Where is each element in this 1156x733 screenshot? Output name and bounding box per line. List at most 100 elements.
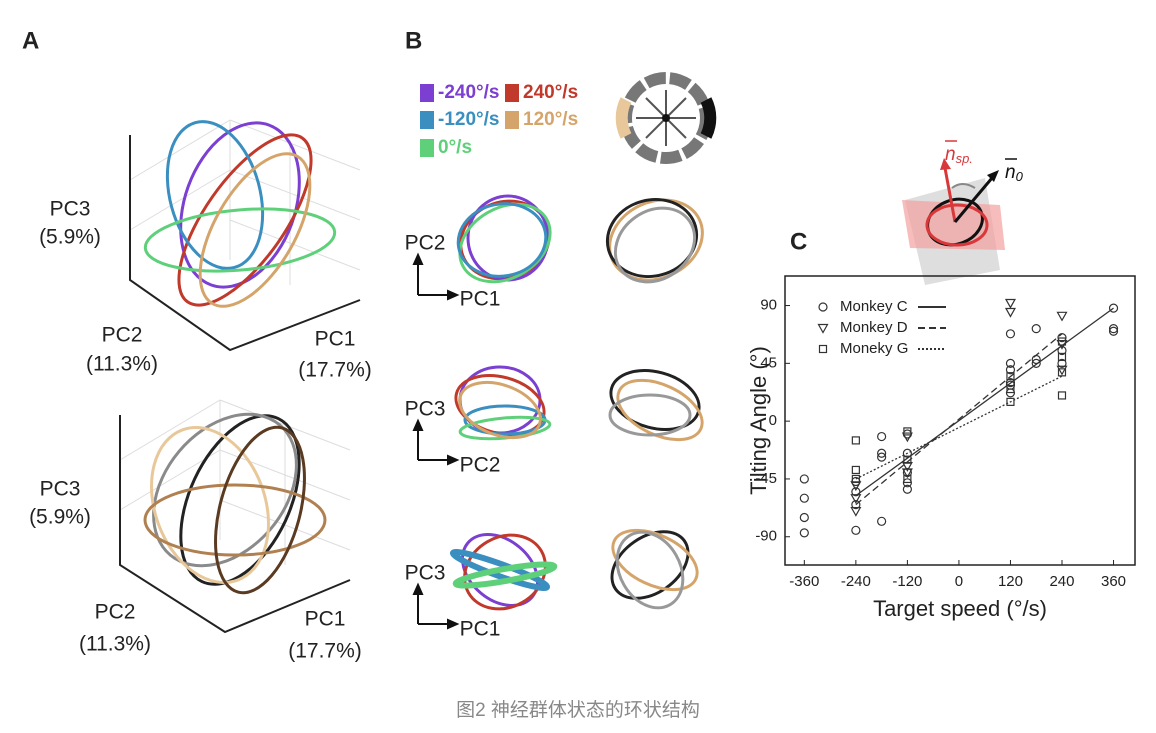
axis-label: (17.7%) bbox=[288, 640, 362, 663]
legend-swatch bbox=[420, 139, 434, 157]
x-tick-label: -240 bbox=[841, 573, 871, 590]
point bbox=[902, 484, 912, 494]
x-tick-label: 240 bbox=[1049, 573, 1074, 590]
axis-label: PC3 bbox=[405, 562, 446, 585]
x-tick-label: -120 bbox=[892, 573, 922, 590]
point bbox=[1108, 303, 1119, 313]
point bbox=[851, 500, 861, 510]
point bbox=[903, 455, 912, 464]
tilt-diagram bbox=[902, 158, 1005, 285]
point bbox=[877, 431, 887, 442]
legend-label: -240°/s bbox=[438, 82, 499, 103]
y-tick-label: -90 bbox=[755, 528, 777, 545]
legend-label: 240°/s bbox=[523, 82, 578, 103]
point bbox=[1031, 358, 1041, 368]
legend-label: 120°/s bbox=[523, 109, 578, 130]
point bbox=[1005, 365, 1016, 375]
point bbox=[851, 436, 860, 445]
point bbox=[877, 452, 887, 462]
point bbox=[850, 494, 862, 504]
point bbox=[818, 344, 828, 354]
x-tick-label: 120 bbox=[998, 573, 1023, 590]
fit-line bbox=[855, 333, 1063, 506]
axis-label: (11.3%) bbox=[86, 353, 158, 376]
pca-3d-bottom bbox=[119, 399, 351, 634]
axis-label: PC3 bbox=[50, 198, 91, 221]
point bbox=[1057, 352, 1067, 362]
point bbox=[1057, 345, 1067, 356]
ring-projections bbox=[449, 194, 704, 611]
vector-base: n bbox=[1005, 162, 1016, 183]
point bbox=[799, 528, 809, 538]
legend-swatch bbox=[505, 84, 519, 102]
axis-label: (5.9%) bbox=[29, 506, 91, 529]
panel-label: A bbox=[22, 27, 39, 54]
axis-label: PC3 bbox=[40, 478, 81, 501]
point bbox=[903, 474, 912, 484]
axis-label: PC1 bbox=[460, 288, 501, 311]
point bbox=[799, 493, 809, 503]
point bbox=[1004, 307, 1016, 318]
legend-label: Moneky G bbox=[840, 340, 908, 357]
panel-label: B bbox=[405, 27, 422, 54]
point bbox=[1006, 372, 1015, 381]
axis-label: PC2 bbox=[95, 601, 136, 624]
axis-label: PC3 bbox=[405, 398, 446, 421]
axis-label: PC2 bbox=[405, 232, 446, 255]
point bbox=[1006, 397, 1015, 406]
pc-axes-icons bbox=[412, 252, 460, 630]
legend-swatch bbox=[505, 111, 519, 129]
pca-3d-top bbox=[129, 119, 361, 352]
legend-swatch bbox=[420, 111, 434, 129]
point bbox=[903, 427, 912, 436]
point bbox=[851, 465, 860, 475]
axis-label: PC1 bbox=[305, 608, 346, 631]
panel-label: C bbox=[790, 228, 807, 255]
point bbox=[1004, 298, 1016, 309]
point bbox=[1108, 324, 1119, 334]
x-tick-label: -360 bbox=[789, 573, 819, 590]
point bbox=[1056, 365, 1068, 376]
point bbox=[850, 506, 862, 517]
vector-base: n bbox=[945, 144, 956, 165]
vector-sub: 0 bbox=[1016, 169, 1024, 184]
point bbox=[1005, 329, 1016, 339]
axis-label: (11.3%) bbox=[79, 633, 151, 656]
axis-label: PC2 bbox=[102, 324, 143, 347]
point bbox=[901, 468, 913, 479]
point bbox=[851, 525, 861, 535]
point bbox=[1057, 337, 1067, 346]
legend-label: -120°/s bbox=[438, 109, 499, 130]
y-tick-label: 90 bbox=[760, 297, 777, 314]
point bbox=[1056, 311, 1068, 322]
point bbox=[1005, 378, 1016, 388]
point bbox=[1031, 324, 1041, 334]
point bbox=[1057, 391, 1067, 400]
point bbox=[1108, 326, 1119, 336]
point bbox=[1057, 368, 1067, 377]
point bbox=[851, 474, 860, 484]
point bbox=[877, 448, 887, 458]
point bbox=[1005, 358, 1016, 368]
direction-wheel bbox=[615, 72, 717, 164]
x-tick-label: 360 bbox=[1101, 573, 1126, 590]
point bbox=[1006, 384, 1015, 394]
x-axis-label: Target speed (°/s) bbox=[873, 596, 1047, 621]
y-tick-label: 45 bbox=[760, 354, 777, 371]
point bbox=[901, 432, 913, 443]
point bbox=[902, 448, 912, 458]
vector-sub: sp. bbox=[956, 151, 973, 166]
axis-label: PC1 bbox=[315, 328, 356, 351]
fit-line bbox=[855, 375, 1063, 480]
axis-label: PC2 bbox=[460, 454, 501, 477]
x-tick-label: 0 bbox=[955, 573, 963, 590]
point bbox=[799, 474, 809, 484]
point bbox=[799, 512, 809, 523]
point bbox=[817, 323, 829, 334]
fit-line bbox=[855, 307, 1114, 497]
axis-label: (5.9%) bbox=[39, 226, 101, 249]
plot-frame bbox=[784, 275, 1136, 566]
legend-swatch bbox=[420, 84, 434, 102]
y-axis-label: Tilting Angle (°) bbox=[746, 346, 771, 495]
